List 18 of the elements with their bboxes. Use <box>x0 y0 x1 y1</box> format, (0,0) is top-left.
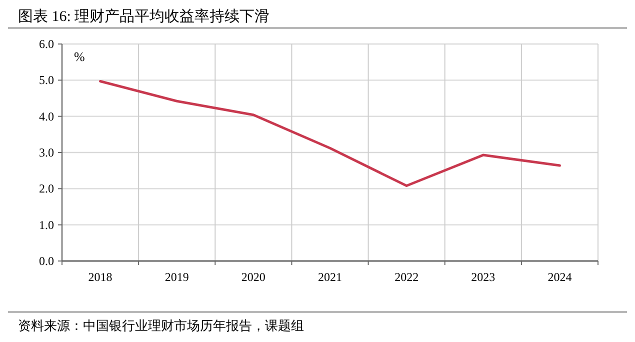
line-series <box>99 80 561 188</box>
chart-title: 图表 16: 理财产品平均收益率持续下滑 <box>18 8 270 25</box>
y-tick-label: 6.0 <box>39 37 54 51</box>
y-tick-label: 0.0 <box>39 254 54 268</box>
y-tick-label: 4.0 <box>39 109 54 124</box>
x-tick-label: 2020 <box>241 270 266 284</box>
x-tick-label: 2023 <box>471 270 496 284</box>
y-axis-title: % <box>74 49 85 64</box>
text: 资料来源：中国银行业理财市场历年报告，课题组 <box>18 318 304 333</box>
x-tick-label: 2022 <box>394 270 419 284</box>
y-tick-label: 3.0 <box>39 146 54 160</box>
y-tick-label: 1.0 <box>39 218 54 232</box>
y-tick-label: 2.0 <box>39 182 54 196</box>
y-tick-label: 5.0 <box>39 73 54 88</box>
x-tick-label: 2024 <box>548 270 572 284</box>
x-tick-label: 2021 <box>318 270 342 284</box>
x-tick-label: 2018 <box>88 270 112 284</box>
x-tick-label: 2019 <box>164 270 189 284</box>
